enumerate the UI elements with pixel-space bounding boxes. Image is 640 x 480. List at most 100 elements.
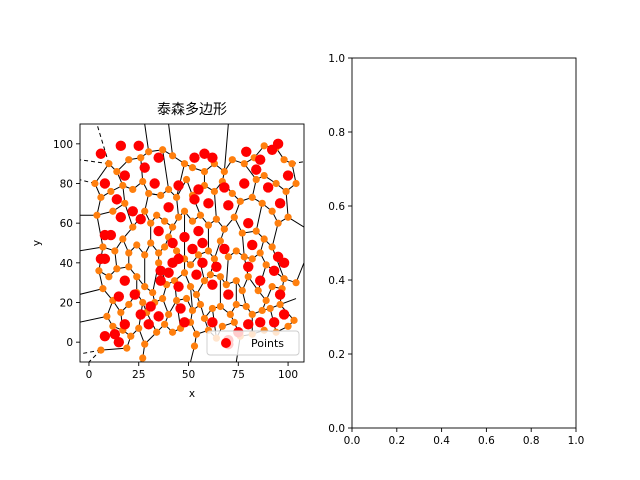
data-point [115,140,127,152]
voronoi-vertex [123,344,131,352]
y-tick-label: 80 [60,179,73,191]
voronoi-vertex [125,300,133,309]
voronoi-vertex [238,229,246,237]
input-points [95,138,294,350]
voronoi-vertex [210,187,218,196]
voronoi-vertex [232,247,240,255]
data-point [197,237,208,249]
voronoi-vertex [192,330,201,338]
voronoi-vertex [196,300,205,309]
voronoi-vertex [149,288,157,297]
voronoi-vertex [125,263,133,271]
y-tick-label: 1.0 [328,53,345,65]
voronoi-vertex [111,247,119,255]
voronoi-vertex [248,193,256,201]
voronoi-vertex [109,322,117,330]
data-point [272,138,284,150]
data-point [274,198,286,209]
voronoi-vertices [91,142,300,362]
voronoi-vertex [172,193,181,201]
data-point [282,170,294,181]
voronoi-ridge-infinite [80,159,109,165]
voronoi-edge [271,223,279,248]
y-tick-label: 0.0 [328,423,345,435]
voronoi-vertex [147,239,155,247]
voronoi-vertex [266,304,274,313]
voronoi-vertex [145,189,153,198]
voronoi-vertex [240,253,248,261]
voronoi-vertex [284,322,292,330]
voronoi-vertex [95,267,103,275]
voronoi-vertex [216,273,224,281]
x-tick-label: 0.4 [433,435,450,447]
x-tick-label: 0.2 [388,435,405,447]
data-point [274,289,286,300]
voronoi-vertex [125,249,133,257]
voronoi-vertex [91,179,99,188]
voronoi-vertex [141,207,149,215]
voronoi-vertex [222,281,230,289]
data-point [207,152,218,163]
data-point [155,275,166,286]
legend-box [206,330,300,356]
voronoi-edge [100,347,127,351]
data-point [153,152,164,163]
data-point [113,336,125,348]
y-tick-label: 60 [60,218,73,230]
voronoi-vertex [119,235,127,243]
data-point [179,317,190,328]
voronoi-vertex [188,217,197,225]
voronoi-vertex [248,310,256,318]
data-point [99,331,111,342]
voronoi-vertex [196,211,205,219]
voronoi-vertex [228,156,236,164]
voronoi-vertex [280,156,288,164]
x-tick-label: 50 [182,369,195,381]
data-point [197,257,208,269]
y-tick-label: 40 [60,258,73,270]
data-point [99,178,111,189]
voronoi-vertex [260,235,268,243]
voronoi-edge [285,191,289,218]
data-point [173,253,184,265]
voronoi-vertex [139,354,147,362]
voronoi-vertex [145,148,153,156]
y-tick-label: 0.4 [328,275,345,287]
voronoi-edge [223,124,229,172]
voronoi-vertex [161,217,169,225]
voronoi-vertex [172,247,181,255]
voronoi-edge [176,163,186,198]
legend-marker [221,338,231,348]
data-point [135,309,146,320]
voronoi-vertex [165,185,173,194]
data-point [153,311,164,322]
data-point [111,194,123,205]
x-tick-label: 100 [278,369,298,381]
voronoi-vertex [200,314,209,322]
data-point [239,178,250,189]
voronoi-vertex [228,189,236,198]
voronoi-vertex [272,179,280,188]
data-point [163,202,174,213]
data-point [175,303,186,314]
legend: Points [206,330,300,356]
data-point [254,317,266,328]
voronoi-vertex [204,221,213,229]
voronoi-vertex [93,211,101,219]
voronoi-vertex [262,296,270,305]
voronoi-vertex [133,241,141,249]
voronoi-vertex [105,273,113,281]
data-point [143,319,154,330]
x-tick-label: 0.6 [478,435,495,447]
voronoi-vertex [258,199,266,207]
voronoi-vertex [236,197,244,205]
voronoi-vertex [292,279,300,287]
data-point [278,257,290,269]
data-point [119,170,130,181]
voronoi-vertex [192,290,201,299]
voronoi-vertex [268,207,276,215]
voronoi-vertex [129,223,137,231]
data-point [223,289,234,300]
